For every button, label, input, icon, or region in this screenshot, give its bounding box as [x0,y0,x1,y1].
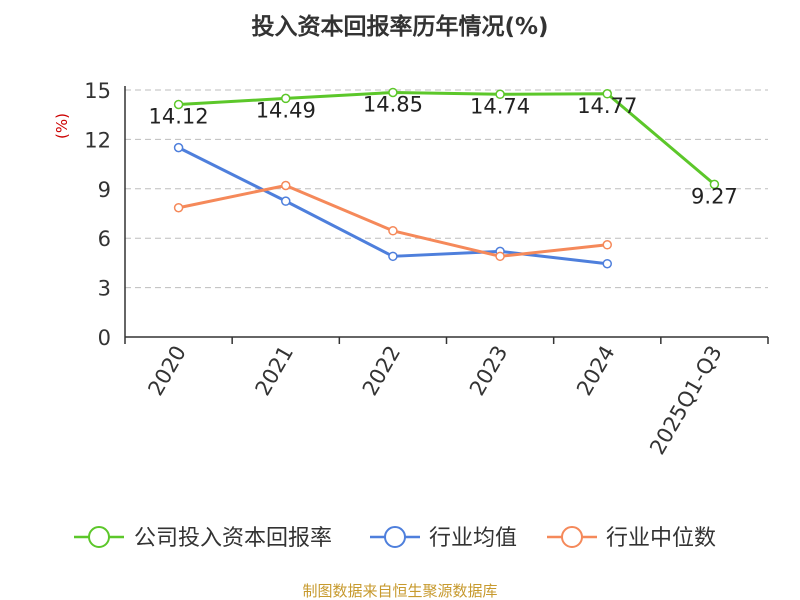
legend-label[interactable]: 行业中位数 [606,526,716,551]
data-point[interactable] [602,89,612,99]
x-tick-label: 2023 [465,342,513,400]
y-tick-label: 6 [98,227,111,251]
y-tick-label: 3 [98,277,111,301]
x-tick-label: 2025Q1-Q3 [645,342,727,459]
series-line [178,184,608,258]
legend-label[interactable]: 行业均值 [429,526,517,551]
data-point[interactable] [281,196,291,206]
legend[interactable]: 公司投入资本回报率 行业均值 行业中位数 [74,526,716,551]
data-point[interactable] [173,202,184,213]
y-tick-label: 12 [84,128,111,152]
data-point[interactable] [495,251,505,262]
data-label: 14.12 [149,104,209,128]
x-tick-label: 2024 [572,342,620,400]
data-point[interactable] [173,142,184,153]
legend-label[interactable]: 公司投入资本回报率 [134,526,332,551]
series-line [178,90,716,186]
data-point[interactable] [388,226,398,236]
data-point[interactable] [281,93,291,104]
data-point[interactable] [495,89,505,100]
data-point[interactable] [173,99,184,110]
y-tick-label: 9 [98,178,111,202]
legend-swatch-marker[interactable] [88,526,110,548]
data-label: 14.77 [577,94,637,118]
axes: 0 3 6 9 12 15 2020 2021 2022 2023 2024 2025Q1-Q3 [84,79,769,459]
legend-swatch-marker[interactable] [384,526,406,548]
y-tick-label: 15 [84,79,111,103]
data-point[interactable] [602,240,612,250]
grid-lines [125,89,768,289]
x-tick-label: 2021 [251,342,299,400]
x-tick-label: 2020 [143,342,191,400]
data-labels: 14.12 14.49 14.85 14.74 14.77 9.27 [149,92,738,208]
data-label: 14.74 [470,94,530,118]
data-label: 9.27 [691,184,738,208]
data-point[interactable] [709,179,720,190]
y-axis-label: (%) [53,113,71,139]
data-point[interactable] [388,251,398,262]
data-point[interactable] [602,258,612,269]
source-note: 制图数据来自恒生聚源数据库 [302,582,497,600]
data-label: 14.85 [363,92,423,116]
series-lines [173,87,720,269]
data-point[interactable] [281,180,291,191]
chart-title: 投入资本回报率历年情况(%) [251,13,548,40]
x-tick-label: 2022 [358,342,406,400]
y-tick-label: 0 [98,326,111,350]
data-label: 14.49 [256,98,316,122]
series-line [177,146,608,266]
legend-swatch-marker[interactable] [561,526,583,548]
data-point[interactable] [388,87,398,98]
